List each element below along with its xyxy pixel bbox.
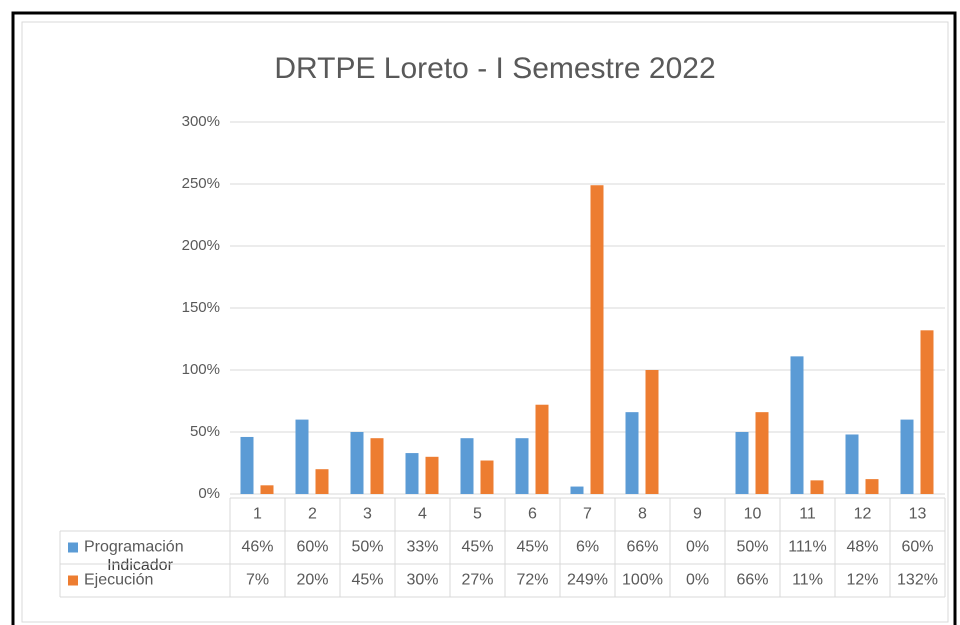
frame: [11, 11, 957, 625]
table-value: 0%: [686, 572, 709, 589]
table-value: 50%: [736, 539, 768, 556]
x-tick-label: 10: [744, 506, 762, 523]
legend-label: Programación: [84, 539, 184, 556]
table-value: 66%: [736, 572, 768, 589]
table-value: 111%: [788, 539, 827, 556]
bar: [460, 438, 474, 494]
bar: [645, 370, 659, 494]
table-value: 12%: [846, 572, 878, 589]
bar: [370, 438, 384, 494]
bar: [480, 460, 494, 494]
table-value: 45%: [516, 539, 548, 556]
x-tick-label: 5: [473, 506, 482, 523]
bar: [735, 432, 749, 494]
table-value: 45%: [351, 572, 383, 589]
bar: [515, 438, 529, 494]
bar: [535, 404, 549, 494]
table-value: 46%: [241, 539, 273, 556]
x-tick-label: 7: [583, 506, 592, 523]
y-tick-label: 50%: [190, 423, 220, 440]
table-value: 60%: [901, 539, 933, 556]
bar: [295, 419, 309, 494]
table-value: 249%: [567, 572, 608, 589]
x-tick-label: 4: [418, 506, 427, 523]
table-value: 48%: [846, 539, 878, 556]
bar: [755, 412, 769, 494]
x-tick-label: 13: [909, 506, 927, 523]
x-tick-label: 12: [854, 506, 872, 523]
y-tick-label: 150%: [182, 299, 220, 316]
table-value: 20%: [296, 572, 328, 589]
bar: [240, 436, 254, 494]
table-value: 30%: [406, 572, 438, 589]
table-value: 50%: [351, 539, 383, 556]
table-value: 60%: [296, 539, 328, 556]
bar: [425, 456, 439, 494]
table-value: 33%: [406, 539, 438, 556]
bar: [900, 419, 914, 494]
bar: [865, 479, 879, 494]
x-axis-label: Indicador: [107, 557, 173, 574]
y-tick-label: 0%: [198, 485, 220, 502]
table-value: 132%: [897, 572, 938, 589]
table-value: 7%: [246, 572, 269, 589]
x-tick-label: 1: [253, 506, 262, 523]
table-value: 72%: [516, 572, 548, 589]
x-tick-label: 8: [638, 506, 647, 523]
legend-key: [68, 575, 78, 586]
bar: [405, 453, 419, 494]
chart-title: DRTPE Loreto - I Semestre 2022: [274, 52, 715, 85]
bar: [810, 480, 824, 494]
table-value: 27%: [461, 572, 493, 589]
legend-key: [68, 542, 78, 553]
chart-border: [21, 21, 949, 623]
bar: [570, 486, 584, 494]
x-tick-label: 11: [799, 506, 816, 523]
bar: [590, 185, 604, 495]
bar: [625, 412, 639, 494]
x-tick-label: 9: [693, 506, 702, 523]
table-value: 6%: [576, 539, 599, 556]
x-tick-label: 2: [308, 506, 317, 523]
legend-label: Ejecución: [84, 572, 153, 589]
x-tick-label: 6: [528, 506, 537, 523]
x-tick-label: 3: [363, 506, 372, 523]
table-value: 66%: [626, 539, 658, 556]
bar: [315, 469, 329, 494]
bar: [350, 432, 364, 494]
table-value: 45%: [461, 539, 493, 556]
y-tick-label: 300%: [182, 113, 220, 130]
table-value: 11%: [792, 572, 823, 589]
bar: [845, 434, 859, 494]
bar: [260, 485, 274, 494]
table-value: 100%: [622, 572, 663, 589]
y-tick-label: 250%: [182, 175, 220, 192]
table-value: 0%: [686, 539, 709, 556]
bar: [920, 330, 934, 494]
bar: [790, 356, 804, 494]
y-tick-label: 200%: [182, 237, 220, 254]
y-tick-label: 100%: [182, 361, 220, 378]
